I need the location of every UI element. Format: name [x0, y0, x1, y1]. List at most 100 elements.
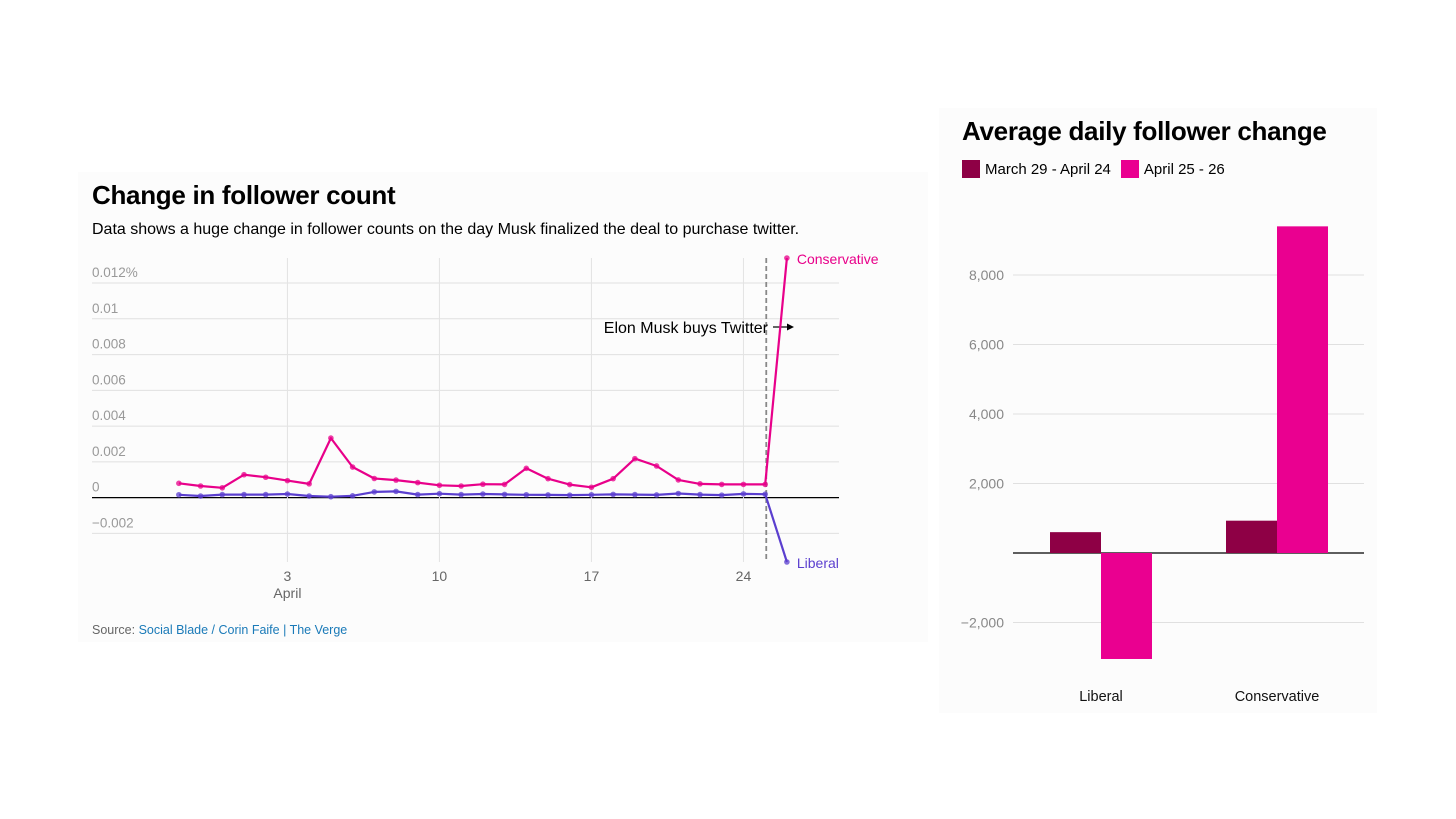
- data-point-liberal: [262, 491, 269, 498]
- y-tick-label: −0.002: [92, 515, 134, 530]
- bar-liberal-period1: [1050, 532, 1101, 553]
- data-point-liberal: [328, 493, 334, 500]
- data-point-liberal: [436, 490, 443, 497]
- legend-swatch-period2: [1120, 160, 1139, 178]
- data-point-conservative: [697, 481, 703, 487]
- line-chart-series: [176, 255, 790, 565]
- category-label: Conservative: [1235, 689, 1320, 705]
- data-point-conservative: [740, 481, 747, 488]
- data-point-conservative: [436, 482, 443, 489]
- chart-subtitle: Data shows a huge change in follower cou…: [92, 221, 800, 238]
- bar-chart-legend: March 29 - April 24 April 25 - 26: [962, 160, 1235, 178]
- data-point-liberal: [566, 492, 573, 498]
- y-tick-label: 8,000: [969, 267, 1004, 283]
- data-point-liberal: [588, 491, 595, 498]
- data-point-conservative: [414, 479, 421, 486]
- data-point-conservative: [458, 483, 464, 489]
- x-tick-label: 17: [584, 568, 600, 584]
- series-label-conservative: Conservative: [797, 251, 879, 267]
- data-point-liberal: [740, 491, 747, 497]
- data-point-conservative: [197, 483, 204, 489]
- y-tick-label: 0.006: [92, 372, 126, 387]
- data-point-conservative: [328, 435, 334, 441]
- data-point-conservative: [371, 475, 378, 482]
- data-point-conservative: [610, 475, 616, 482]
- data-point-conservative: [675, 477, 682, 483]
- bar-conservative-period2: [1277, 226, 1328, 553]
- data-point-conservative: [176, 480, 182, 487]
- bar-chart-bars: [1050, 226, 1328, 659]
- data-point-liberal: [197, 493, 204, 499]
- data-point-liberal: [349, 493, 356, 499]
- y-tick-label: 2,000: [969, 476, 1004, 492]
- legend-label-period2: April 25 - 26: [1143, 160, 1225, 178]
- chart-title: Change in follower count: [92, 180, 396, 210]
- data-point-conservative: [393, 477, 399, 483]
- series-label-liberal: Liberal: [797, 555, 839, 571]
- data-point-liberal: [414, 491, 421, 498]
- x-tick-label: 3: [284, 568, 292, 584]
- legend-label-period1: March 29 - April 24: [985, 160, 1111, 178]
- data-point-conservative: [718, 481, 725, 488]
- event-annotation: Elon Musk buys Twitter: [604, 320, 769, 337]
- data-point-liberal: [653, 492, 660, 498]
- data-point-liberal: [610, 491, 616, 498]
- source-link[interactable]: Social Blade / Corin Faife | The Verge: [138, 623, 348, 637]
- data-point-conservative: [653, 463, 660, 469]
- data-point-liberal: [219, 491, 226, 498]
- y-tick-label: 0.012%: [92, 265, 138, 280]
- arrowhead-icon: [787, 323, 794, 331]
- data-point-conservative: [219, 484, 226, 491]
- x-tick-label: 10: [432, 568, 448, 584]
- data-point-conservative: [588, 484, 595, 491]
- y-tick-label: 0.01: [92, 301, 118, 316]
- line-chart-grid: [92, 258, 839, 562]
- data-point-liberal: [718, 492, 725, 498]
- bar-chart-category-labels: Liberal Conservative: [1079, 689, 1319, 705]
- data-point-conservative: [284, 477, 291, 484]
- data-point-conservative: [480, 481, 486, 488]
- data-point-liberal: [762, 491, 768, 498]
- data-point-conservative: [241, 471, 247, 478]
- bar-conservative-period1: [1226, 520, 1277, 553]
- legend-item-period1: March 29 - April 24: [962, 160, 1111, 178]
- line-chart-panel: Change in follower count Data shows a hu…: [78, 172, 928, 642]
- data-point-conservative: [349, 464, 356, 470]
- data-point-conservative: [762, 481, 768, 488]
- series-end-labels: Conservative Liberal: [797, 251, 879, 571]
- data-point-liberal: [545, 492, 551, 498]
- data-point-conservative: [306, 481, 312, 487]
- data-point-conservative: [566, 481, 573, 488]
- data-point-conservative: [262, 474, 269, 481]
- data-point-conservative: [632, 455, 638, 462]
- bar-liberal-period2: [1101, 553, 1152, 659]
- line-chart-y-tick-labels: −0.002 0 0.002 0.004 0.006 0.008 0.01 0.012%: [92, 265, 138, 530]
- data-point-liberal: [784, 559, 790, 565]
- bar-chart-y-tick-labels: −2,000 2,000 4,000 6,000 8,000: [961, 267, 1004, 631]
- data-point-liberal: [501, 491, 508, 498]
- data-point-liberal: [284, 491, 291, 497]
- category-label: Liberal: [1079, 689, 1123, 705]
- data-point-liberal: [176, 491, 182, 498]
- legend-item-period2: April 25 - 26: [1120, 160, 1225, 178]
- source-prefix: Source:: [92, 623, 139, 637]
- y-tick-label: 0: [92, 480, 100, 495]
- data-point-liberal: [523, 491, 530, 498]
- y-tick-label: 0.004: [92, 408, 126, 423]
- y-tick-label: 0.002: [92, 444, 126, 459]
- data-point-liberal: [675, 490, 682, 497]
- bar-chart-title: Average daily follower change: [962, 116, 1327, 146]
- data-point-liberal: [697, 491, 703, 498]
- data-point-conservative: [545, 475, 551, 482]
- data-point-conservative: [523, 465, 530, 472]
- x-tick-label: 24: [736, 568, 752, 584]
- data-point-liberal: [632, 491, 638, 498]
- y-tick-label: 6,000: [969, 337, 1004, 353]
- data-point-liberal: [241, 491, 247, 498]
- y-tick-label: −2,000: [961, 615, 1004, 631]
- data-point-conservative: [784, 255, 790, 261]
- legend-swatch-period1: [962, 160, 980, 178]
- y-tick-label: 0.008: [92, 337, 126, 352]
